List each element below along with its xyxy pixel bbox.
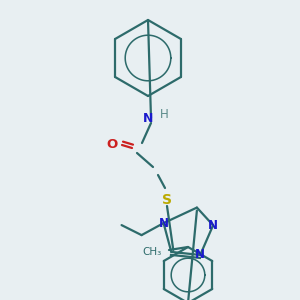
- Text: CH₃: CH₃: [143, 247, 162, 257]
- Text: N: N: [143, 112, 153, 125]
- Text: N: N: [208, 219, 218, 232]
- Text: O: O: [106, 139, 118, 152]
- Text: N: N: [195, 248, 205, 262]
- Text: S: S: [162, 193, 172, 207]
- Text: N: N: [159, 217, 169, 230]
- Text: H: H: [160, 109, 168, 122]
